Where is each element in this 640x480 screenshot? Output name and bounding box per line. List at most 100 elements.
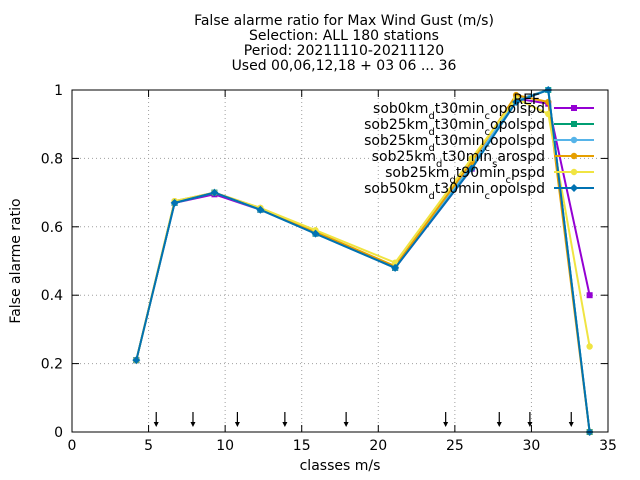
legend-label-part: d bbox=[428, 143, 434, 154]
legend-swatch-marker bbox=[570, 184, 578, 192]
legend-label-part: t30min bbox=[435, 181, 485, 197]
legend-label-part: c bbox=[485, 111, 491, 122]
legend-item: sob50kmdt30mincopolspd bbox=[364, 181, 594, 202]
legend-label: sob25kmdt30mincopolspd bbox=[364, 117, 545, 138]
legend-item: sob0kmdt30mincopolspd bbox=[373, 101, 594, 122]
legend-item: sob25kmdt90mincpspd bbox=[385, 165, 594, 186]
data-point bbox=[512, 97, 521, 106]
y-axis-label: False alarme ratio bbox=[8, 198, 24, 323]
legend-label-part: d bbox=[428, 191, 434, 202]
legend-label-part: c bbox=[485, 127, 491, 138]
class-marker-arrow bbox=[496, 412, 502, 427]
x-tick-label: 10 bbox=[216, 438, 234, 454]
legend-label-part: c bbox=[485, 191, 491, 202]
class-marker-arrow bbox=[190, 412, 196, 427]
title-line: Selection: ALL 180 stations bbox=[249, 28, 439, 44]
y-tick-label: 0.4 bbox=[41, 288, 63, 304]
data-point bbox=[170, 198, 179, 207]
data-point bbox=[311, 229, 320, 238]
legend-label: sob50kmdt30mincopolspd bbox=[364, 181, 545, 202]
legend-item: sob25kmdt30minsarospd bbox=[372, 149, 594, 170]
grid bbox=[72, 90, 608, 432]
legend-label-part: t30min bbox=[435, 117, 485, 133]
title-line: Used 00,06,12,18 + 03 06 ... 36 bbox=[232, 58, 457, 74]
legend-swatch-marker bbox=[571, 105, 577, 111]
legend-label-part: t30min bbox=[435, 101, 485, 117]
data-point bbox=[586, 292, 593, 299]
legend-swatch-marker bbox=[571, 121, 577, 127]
class-marker-arrow bbox=[443, 412, 449, 427]
legend-item: sob25kmdt30mincopolspd bbox=[364, 117, 594, 138]
legend-label-part: sob0km bbox=[373, 101, 428, 117]
class-marker-arrow bbox=[234, 412, 240, 427]
data-point bbox=[256, 205, 265, 214]
legend-label-part: opolspd bbox=[490, 117, 545, 133]
legend-label-part: c bbox=[485, 143, 491, 154]
legend-label-part: t90min bbox=[456, 165, 506, 181]
legend-label: sob0kmdt30mincopolspd bbox=[373, 101, 545, 122]
series-6 bbox=[132, 86, 594, 436]
plot-frame bbox=[71, 89, 609, 433]
legend-label-part: s bbox=[492, 159, 497, 170]
x-tick-label: 0 bbox=[68, 438, 77, 454]
legend-label-part: d bbox=[436, 159, 442, 170]
legend-label-part: t30min bbox=[435, 133, 485, 149]
title-line: False alarme ratio for Max Wind Gust (m/… bbox=[194, 13, 494, 29]
legend-label-part: sob25km bbox=[364, 133, 428, 149]
legend-label: sob25kmdt90mincpspd bbox=[385, 165, 545, 186]
y-tick-label: 0.2 bbox=[41, 357, 63, 373]
legend-label-part: sob25km bbox=[372, 149, 436, 165]
data-point bbox=[468, 155, 475, 162]
legend-label-part: d bbox=[428, 111, 434, 122]
y-tick-label: 1 bbox=[54, 83, 63, 99]
axis-ticks: 0 5 10 15 20 25 30 35 0 0.2 0.4 0.6 0.8 1 bbox=[41, 83, 617, 454]
legend-label-part: sob25km bbox=[364, 117, 428, 133]
x-tick-label: 20 bbox=[369, 438, 387, 454]
y-tick-label: 0.6 bbox=[41, 220, 63, 236]
data-point bbox=[545, 110, 552, 118]
class-marker-arrow bbox=[527, 412, 533, 427]
legend-label-part: c bbox=[506, 175, 512, 186]
x-tick-label: 15 bbox=[293, 438, 311, 454]
legend-label-part: d bbox=[428, 127, 434, 138]
legend-label: sob25kmdt30mincopolspd bbox=[364, 133, 545, 154]
legend-label-part: t30min bbox=[442, 149, 492, 165]
legend-label-part: sob25km bbox=[385, 165, 449, 181]
legend-label: sob25kmdt30minsarospd bbox=[372, 149, 545, 170]
x-tick-label: 5 bbox=[144, 438, 153, 454]
x-axis-label: classes m/s bbox=[300, 458, 381, 474]
data-point bbox=[210, 188, 219, 197]
legend-label-part: arospd bbox=[497, 149, 545, 165]
class-markers bbox=[153, 412, 574, 427]
class-marker-arrow bbox=[343, 412, 349, 427]
series-line bbox=[135, 88, 591, 433]
x-tick-label: 25 bbox=[446, 438, 464, 454]
x-tick-label: 35 bbox=[599, 438, 617, 454]
legend-label-part: opolspd bbox=[490, 133, 545, 149]
legend-item: sob25kmdt30mincopolspd bbox=[364, 133, 594, 154]
class-marker-arrow bbox=[153, 412, 159, 427]
x-tick-label: 30 bbox=[523, 438, 541, 454]
data-point bbox=[467, 164, 476, 173]
legend-swatch-marker bbox=[570, 136, 578, 144]
series-group bbox=[132, 86, 594, 436]
title-line: Period: 20211110-20211120 bbox=[244, 43, 444, 59]
data-point bbox=[586, 343, 593, 350]
data-point bbox=[132, 356, 141, 365]
legend-swatch-marker bbox=[570, 152, 578, 160]
data-point bbox=[391, 263, 400, 272]
y-tick-label: 0.8 bbox=[41, 151, 63, 167]
legend-label-part: d bbox=[449, 175, 455, 186]
legend: REFsob0kmdt30mincopolspdsob25kmdt30minco… bbox=[364, 92, 594, 202]
legend-label-part: sob50km bbox=[364, 181, 428, 197]
class-marker-arrow bbox=[282, 412, 288, 427]
legend-label-part: opolspd bbox=[490, 101, 545, 117]
legend-header: REF bbox=[513, 92, 540, 108]
chart-title: False alarme ratio for Max Wind Gust (m/… bbox=[194, 13, 494, 74]
legend-swatch-marker bbox=[570, 168, 578, 176]
legend-label-part: opolspd bbox=[490, 181, 545, 197]
y-tick-label: 0 bbox=[54, 425, 63, 441]
legend-label-part: pspd bbox=[511, 165, 545, 181]
class-marker-arrow bbox=[568, 412, 574, 427]
